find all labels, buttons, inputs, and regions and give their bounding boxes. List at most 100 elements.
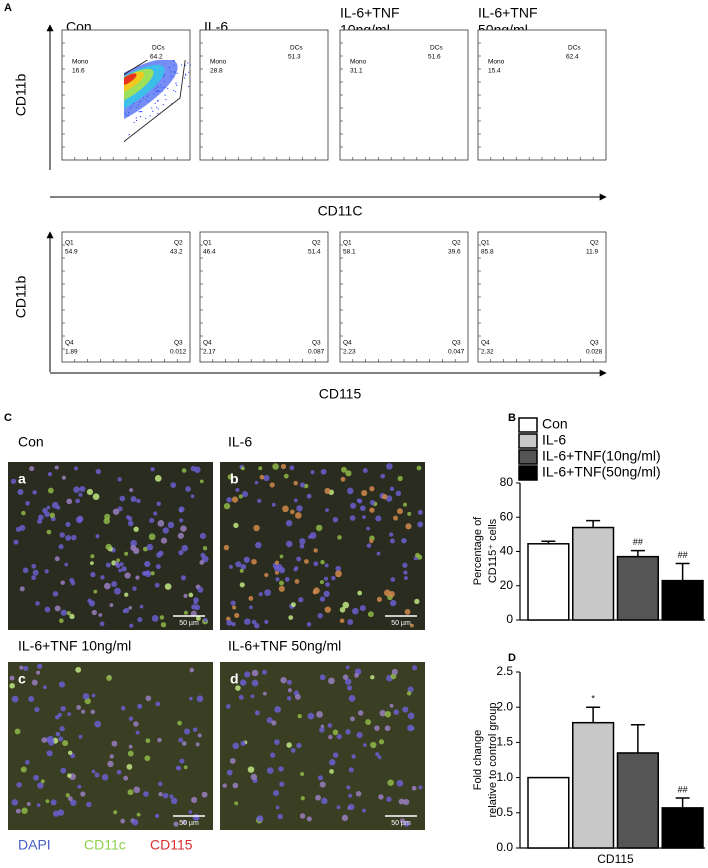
cell: [109, 754, 114, 759]
cell: [59, 532, 65, 538]
cell: [386, 463, 393, 470]
cell: [275, 805, 280, 810]
cell: [405, 523, 412, 530]
cell: [313, 548, 318, 553]
cell: [120, 705, 126, 711]
cell: [158, 792, 163, 797]
cell: [159, 615, 165, 620]
cell: [170, 797, 178, 805]
cell: [310, 470, 315, 475]
cell: [52, 591, 59, 597]
cell: [130, 496, 137, 503]
cell: [403, 576, 408, 581]
cell: [274, 706, 281, 713]
cell: [396, 779, 404, 787]
cell: [170, 482, 177, 488]
cell: [345, 470, 352, 477]
cell: [90, 561, 94, 566]
cell: [282, 505, 289, 513]
stain-legend: DAPI: [18, 837, 51, 853]
cell: [232, 742, 240, 750]
event-dot: [139, 110, 142, 113]
cell: [350, 716, 355, 722]
cell: [158, 781, 163, 787]
cell: [280, 463, 287, 470]
cell: [400, 818, 406, 824]
cell: [289, 465, 295, 471]
cell: [105, 562, 111, 568]
cell: [383, 589, 391, 597]
cell: [356, 731, 363, 739]
event-dot: [135, 119, 138, 122]
cell: [49, 512, 56, 518]
cell: [299, 538, 306, 545]
cell: [385, 495, 393, 502]
cell: [65, 534, 72, 541]
cell: [286, 679, 292, 685]
plot-frame: [199, 231, 329, 363]
cell: [300, 771, 305, 777]
cell: [199, 479, 204, 484]
cell: [197, 586, 204, 593]
cell: [34, 706, 40, 713]
cell: [44, 511, 50, 518]
cell: [95, 468, 101, 475]
event-dot: [157, 112, 159, 114]
cell: [278, 766, 284, 772]
cell: [414, 598, 420, 605]
cell: [296, 556, 302, 562]
cell: [407, 511, 412, 516]
cell: [329, 769, 334, 774]
cell: [259, 474, 265, 480]
cell: [46, 750, 53, 757]
cell: [104, 582, 111, 590]
cell: [80, 791, 86, 797]
cell: [264, 589, 271, 596]
event-dot: [149, 115, 151, 117]
cell: [274, 560, 280, 565]
cell: [315, 794, 321, 801]
quadrant-name: Q2: [312, 240, 321, 247]
cell: [36, 670, 41, 675]
cell: [370, 741, 377, 749]
event-dot: [152, 110, 154, 112]
cell: [139, 604, 144, 609]
micrograph: [220, 662, 425, 830]
cell: [107, 760, 114, 768]
cell: [55, 731, 61, 737]
cell: [251, 669, 259, 677]
group-title: IL-6+TNF: [478, 5, 538, 21]
cell: [347, 487, 354, 495]
cell: [193, 600, 198, 605]
event-dot: [184, 73, 186, 75]
cell: [164, 583, 172, 590]
cell: [118, 568, 122, 573]
cell: [278, 585, 285, 592]
cell: [31, 563, 37, 569]
cell: [58, 544, 64, 550]
cell: [153, 511, 158, 516]
event-dot: [329, 76, 330, 77]
cell: [33, 774, 39, 781]
gate-value: 28.8: [210, 68, 223, 75]
cell: [11, 695, 19, 703]
cell: [160, 537, 168, 544]
cell: [336, 805, 341, 810]
cell: [162, 792, 169, 799]
cell: [99, 621, 105, 627]
legend-label: IL-6+TNF(50ng/ml): [542, 464, 661, 480]
event-dot: [157, 99, 159, 101]
cell: [120, 818, 126, 824]
cell: [135, 575, 140, 580]
cell: [319, 596, 326, 602]
gate-value: 15.4: [488, 68, 501, 75]
cell: [41, 737, 48, 743]
cell: [91, 609, 97, 616]
quadrant-value: 0.028: [586, 349, 603, 356]
cell: [403, 798, 410, 806]
significance: *: [591, 694, 595, 704]
cell: [117, 477, 122, 482]
legend-swatch: [518, 417, 538, 433]
error-bar: [586, 519, 601, 528]
